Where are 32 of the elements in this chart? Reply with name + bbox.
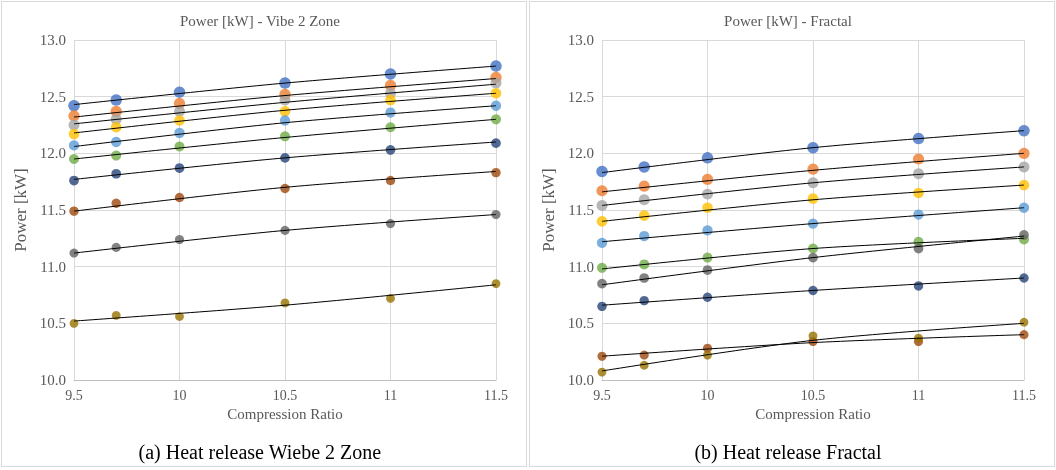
y-tick-label: 13.0 [567, 32, 594, 48]
x-tick-label: 10 [700, 387, 715, 403]
y-tick-label: 11.0 [568, 258, 594, 275]
y-tick-label: 10.5 [567, 315, 594, 332]
y-tick-label: 12.5 [39, 88, 66, 105]
y-tick-label: 13.0 [39, 32, 66, 48]
x-tick-label: 11.5 [484, 387, 508, 403]
y-tick-label: 11.5 [568, 202, 594, 218]
x-tick-label: 9.5 [65, 387, 83, 403]
chart-title: Power [kW] - Fractal [724, 12, 852, 29]
x-axis-title: Compression Ratio [227, 406, 343, 423]
chart-title: Power [kW] - Vibe 2 Zone [179, 12, 341, 29]
y-tick-label: 12.0 [567, 145, 594, 162]
y-tick-label: 12.0 [39, 145, 66, 162]
x-axis-title: Compression Ratio [755, 406, 871, 423]
y-tick-label: 12.5 [567, 88, 594, 105]
y-tick-label: 11.5 [40, 202, 66, 218]
x-tick-label: 10.5 [800, 387, 826, 403]
y-tick-label: 11.0 [40, 258, 66, 275]
y-tick-label: 10.5 [39, 315, 66, 332]
text: (a) Heat release Wiebe 2 Zone [138, 441, 382, 464]
x-tick-label: 11.5 [1012, 387, 1036, 403]
y-tick-label: 10.0 [567, 372, 594, 388]
y-tick-label: 10.0 [39, 372, 66, 388]
x-tick-label: 9.5 [593, 387, 611, 403]
text: (b) Heat release Fractal [694, 441, 882, 464]
x-tick-label: 10.5 [272, 387, 298, 403]
y-axis-title: Power [kW] [10, 168, 30, 252]
x-tick-label: 10 [172, 387, 187, 403]
y-axis-title: Power [kW] [538, 168, 558, 252]
x-tick-label: 11 [383, 387, 398, 403]
x-tick-label: 11 [911, 387, 926, 403]
